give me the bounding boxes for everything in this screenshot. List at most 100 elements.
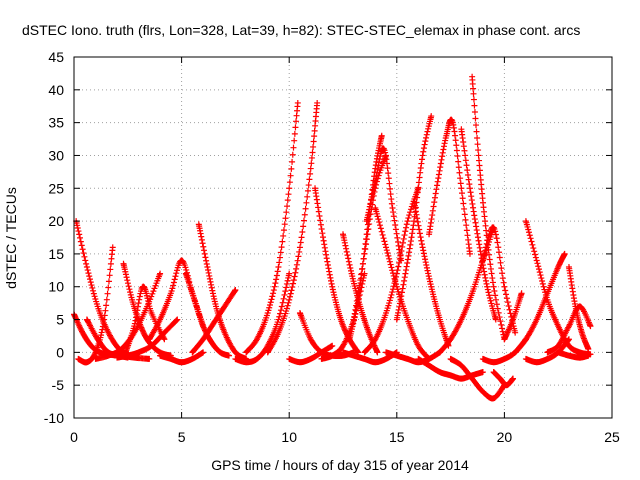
- data-point: [533, 257, 540, 264]
- data-point: [151, 285, 158, 292]
- data-point: [386, 180, 393, 187]
- data-point: [415, 184, 422, 191]
- data-point: [481, 252, 488, 259]
- data-point: [145, 297, 152, 304]
- data-point: [107, 260, 114, 267]
- data-point: [203, 260, 210, 267]
- data-point: [414, 215, 421, 222]
- data-point: [392, 277, 399, 284]
- data-point: [131, 320, 138, 327]
- data-point: [425, 270, 432, 277]
- data-point: [357, 277, 364, 284]
- data-point: [481, 271, 488, 278]
- data-point: [414, 218, 421, 225]
- x-tick-label: 10: [281, 429, 297, 445]
- data-point: [470, 96, 477, 103]
- data-point: [372, 178, 379, 185]
- y-tick-label: 15: [48, 246, 64, 262]
- data-point: [377, 153, 384, 160]
- data-point: [401, 277, 408, 284]
- data-point: [471, 216, 478, 223]
- data-point: [401, 232, 408, 239]
- data-point: [403, 224, 410, 231]
- data-point: [354, 293, 361, 300]
- data-point: [385, 175, 392, 182]
- series-2: [75, 244, 116, 366]
- data-point: [383, 244, 390, 251]
- data-point: [495, 244, 502, 251]
- data-point: [314, 99, 321, 106]
- data-point: [308, 160, 315, 167]
- data-point: [363, 236, 370, 243]
- data-point: [492, 292, 499, 299]
- data-point: [499, 328, 506, 335]
- data-point: [512, 329, 519, 336]
- data-point: [323, 251, 330, 258]
- data-point: [406, 249, 413, 256]
- data-point: [288, 287, 295, 294]
- data-point: [174, 316, 181, 323]
- y-tick-label: 35: [48, 115, 64, 131]
- data-point: [391, 280, 398, 287]
- data-point: [157, 270, 164, 277]
- data-point: [401, 274, 408, 281]
- data-point: [305, 182, 312, 189]
- data-point: [327, 274, 334, 281]
- data-point: [489, 279, 496, 286]
- series-44: [565, 264, 592, 353]
- series-37: [436, 224, 497, 356]
- data-point: [202, 254, 209, 261]
- data-point: [74, 222, 81, 229]
- data-point: [405, 252, 412, 259]
- data-point: [388, 196, 395, 203]
- data-point: [377, 225, 384, 232]
- data-point: [321, 241, 328, 248]
- data-point: [173, 267, 180, 274]
- data-point: [270, 287, 277, 294]
- data-point: [496, 249, 503, 256]
- data-point: [343, 245, 350, 252]
- data-point: [344, 252, 351, 259]
- data-point: [483, 247, 490, 254]
- data-point: [494, 305, 501, 312]
- data-point: [105, 278, 112, 285]
- series-32: [447, 355, 508, 402]
- data-point: [286, 179, 293, 186]
- data-point: [471, 212, 478, 219]
- data-point: [500, 279, 507, 286]
- data-point: [393, 273, 400, 280]
- data-point: [464, 232, 471, 239]
- series-38: [479, 336, 529, 366]
- data-point: [493, 235, 500, 242]
- data-point: [498, 265, 505, 272]
- data-point: [383, 156, 390, 163]
- data-point: [525, 226, 532, 233]
- data-point: [384, 250, 391, 257]
- data-point: [86, 273, 93, 280]
- data-point: [79, 246, 86, 253]
- data-point: [271, 283, 278, 290]
- data-point: [388, 264, 395, 271]
- data-point: [374, 166, 381, 173]
- data-point: [353, 302, 360, 309]
- series-27: [383, 349, 443, 366]
- data-point: [454, 153, 461, 160]
- data-point: [380, 235, 387, 242]
- series-26: [361, 185, 422, 356]
- data-point: [88, 282, 95, 289]
- data-point: [329, 283, 336, 290]
- data-point: [414, 189, 421, 196]
- series-41: [512, 250, 568, 356]
- data-point: [416, 226, 423, 233]
- data-point: [281, 291, 288, 298]
- data-point: [453, 147, 460, 154]
- data-point: [386, 297, 393, 304]
- data-point: [277, 310, 284, 317]
- data-point: [393, 230, 400, 237]
- data-point: [379, 231, 386, 238]
- data-point: [392, 226, 399, 233]
- x-axis-label: GPS time / hours of day 315 of year 2014: [211, 457, 469, 473]
- y-tick-label: 10: [48, 279, 64, 295]
- data-point: [172, 273, 179, 280]
- data-point: [389, 286, 396, 293]
